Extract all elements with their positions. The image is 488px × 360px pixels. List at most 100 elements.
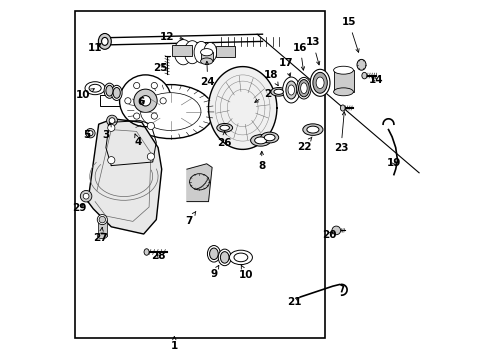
Ellipse shape	[200, 58, 212, 64]
Ellipse shape	[356, 59, 365, 70]
Text: 17: 17	[278, 58, 293, 76]
Ellipse shape	[300, 83, 306, 94]
Text: 24: 24	[200, 61, 215, 87]
Ellipse shape	[312, 72, 326, 93]
Ellipse shape	[203, 42, 216, 62]
Ellipse shape	[361, 72, 366, 79]
Ellipse shape	[316, 77, 324, 89]
Text: 3: 3	[102, 123, 111, 140]
Ellipse shape	[302, 124, 322, 135]
Bar	[172, 45, 192, 56]
Ellipse shape	[113, 87, 120, 98]
Ellipse shape	[296, 77, 310, 99]
Ellipse shape	[97, 233, 107, 239]
Circle shape	[124, 98, 131, 104]
Text: 20: 20	[321, 230, 336, 240]
Ellipse shape	[298, 80, 309, 97]
Text: 19: 19	[386, 158, 400, 168]
Ellipse shape	[85, 82, 105, 95]
Text: 18: 18	[264, 70, 278, 86]
Ellipse shape	[254, 137, 266, 144]
Ellipse shape	[218, 249, 231, 266]
Polygon shape	[88, 119, 162, 234]
Ellipse shape	[111, 85, 122, 100]
Ellipse shape	[260, 132, 278, 143]
Text: 15: 15	[341, 17, 358, 52]
Circle shape	[83, 193, 89, 199]
Circle shape	[140, 96, 150, 106]
Text: 4: 4	[134, 134, 142, 147]
Bar	[333, 70, 353, 92]
Ellipse shape	[273, 89, 283, 94]
Text: 7: 7	[184, 211, 196, 226]
Circle shape	[151, 113, 157, 119]
Ellipse shape	[189, 174, 209, 190]
Text: 28: 28	[151, 251, 166, 261]
Ellipse shape	[97, 215, 107, 225]
Ellipse shape	[194, 41, 208, 63]
Ellipse shape	[98, 33, 111, 49]
Ellipse shape	[306, 126, 318, 133]
Text: 13: 13	[305, 37, 320, 65]
Text: 10: 10	[239, 265, 253, 280]
Circle shape	[147, 153, 154, 160]
Circle shape	[133, 82, 140, 89]
Ellipse shape	[184, 41, 200, 64]
Circle shape	[88, 131, 93, 136]
Ellipse shape	[99, 216, 105, 223]
Ellipse shape	[220, 125, 229, 130]
Ellipse shape	[127, 85, 213, 139]
Text: 21: 21	[286, 297, 301, 307]
Ellipse shape	[333, 88, 353, 96]
Ellipse shape	[340, 105, 345, 111]
Circle shape	[107, 124, 115, 131]
Polygon shape	[208, 67, 276, 149]
Ellipse shape	[144, 249, 149, 255]
Circle shape	[80, 190, 92, 202]
Polygon shape	[186, 164, 212, 202]
Text: 26: 26	[217, 131, 231, 148]
Circle shape	[85, 129, 95, 138]
Bar	[75, 11, 325, 338]
Text: 10: 10	[76, 89, 94, 100]
Ellipse shape	[174, 40, 192, 65]
Text: 27: 27	[93, 228, 107, 243]
Text: 23: 23	[333, 112, 347, 153]
Bar	[200, 52, 212, 61]
Circle shape	[120, 75, 171, 127]
Ellipse shape	[207, 246, 220, 262]
Circle shape	[109, 118, 115, 123]
Text: 2: 2	[254, 89, 271, 102]
Text: 16: 16	[292, 42, 307, 70]
Text: 9: 9	[210, 265, 219, 279]
Bar	[98, 220, 107, 236]
Bar	[101, 95, 154, 106]
Ellipse shape	[270, 87, 286, 96]
Ellipse shape	[104, 83, 115, 98]
Text: 5: 5	[83, 130, 91, 140]
Text: 22: 22	[296, 137, 311, 152]
Circle shape	[160, 98, 166, 104]
Ellipse shape	[216, 123, 232, 132]
Circle shape	[133, 113, 140, 119]
Ellipse shape	[229, 250, 252, 265]
Bar	[215, 46, 235, 57]
Ellipse shape	[333, 66, 353, 74]
Text: 14: 14	[368, 75, 383, 85]
Ellipse shape	[200, 49, 212, 56]
Text: 12: 12	[160, 32, 183, 42]
Ellipse shape	[264, 134, 275, 141]
Circle shape	[107, 157, 115, 164]
Circle shape	[106, 115, 117, 126]
Ellipse shape	[220, 252, 228, 263]
Circle shape	[134, 89, 157, 112]
Text: 29: 29	[72, 203, 87, 213]
Text: 25: 25	[153, 63, 167, 73]
Ellipse shape	[309, 69, 329, 96]
Circle shape	[151, 82, 157, 89]
Ellipse shape	[250, 135, 270, 146]
Ellipse shape	[287, 85, 294, 95]
Ellipse shape	[234, 253, 247, 262]
Text: 1: 1	[170, 337, 178, 351]
Text: 6: 6	[137, 96, 144, 107]
